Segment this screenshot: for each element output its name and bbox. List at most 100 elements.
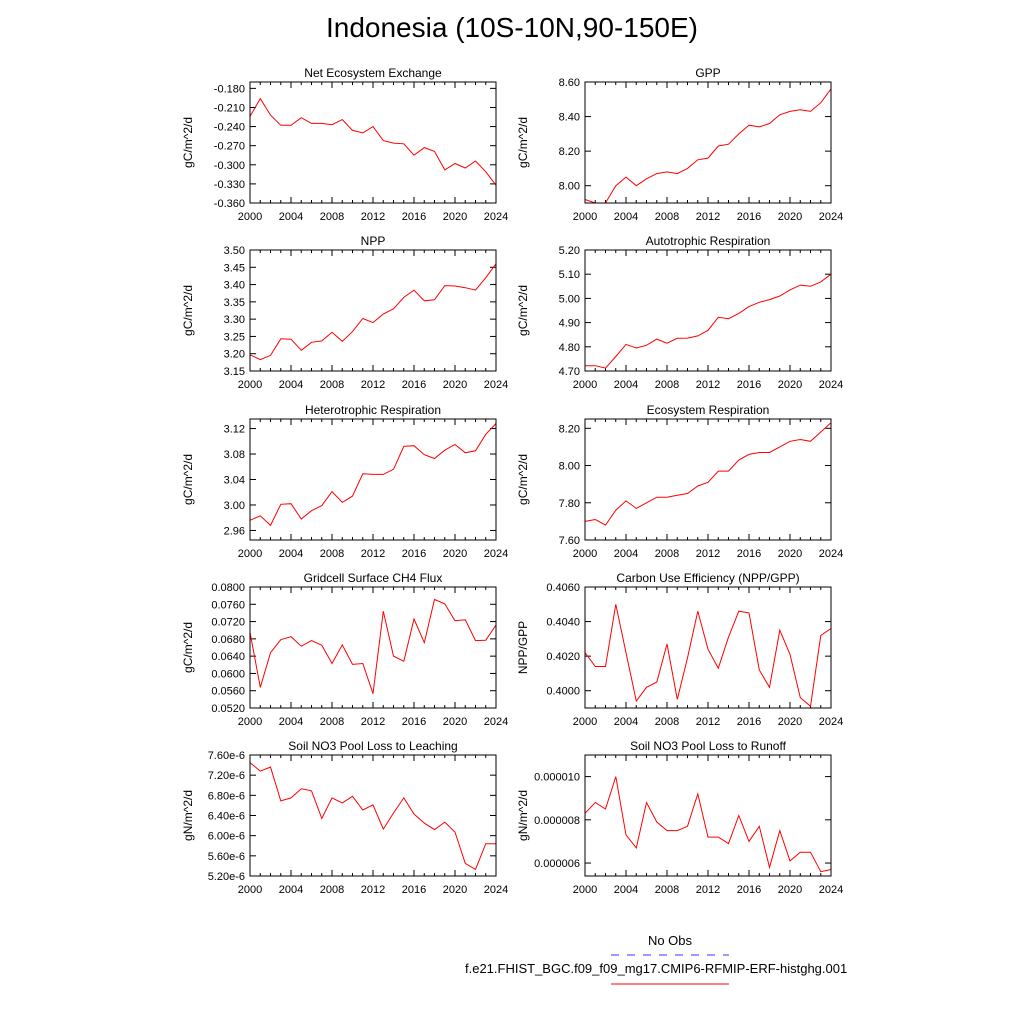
panel-9-ytick-label: 5.60e-6	[208, 851, 245, 863]
panel-5-ytick-label: 2.96	[224, 525, 245, 537]
panel-3-xtick-label: 2008	[320, 379, 344, 391]
panel-8-frame	[584, 586, 832, 709]
panel-4-ytick-label: 5.20	[559, 245, 580, 257]
panel-8-xtick-label: 2024	[819, 716, 843, 728]
panel-8-xtick-label: 2004	[614, 716, 638, 728]
panel-7-ytick-label: 0.0520	[211, 703, 245, 715]
panel-4-xtick-label: 2012	[696, 379, 720, 391]
panel-9-ytick-label: 7.60e-6	[208, 750, 245, 762]
panel-7-ytick-label: 0.0720	[211, 617, 245, 629]
panel-4-xtick-label: 2008	[655, 379, 679, 391]
panel-1-ytick-label: -0.240	[214, 122, 245, 134]
panel-5-ytick-label: 3.04	[224, 475, 245, 487]
panel-4-ytick-label: 5.00	[559, 293, 580, 305]
panel-6-ylabel: gC/m^2/d	[516, 454, 530, 505]
panel-2-xtick-label: 2008	[655, 211, 679, 223]
panel-7-xtick-label: 2004	[279, 716, 303, 728]
panel-5-title: Heterotrophic Respiration	[305, 403, 441, 417]
panel-7-xtick-label: 2020	[443, 716, 467, 728]
panel-5-xtick-label: 2020	[443, 548, 467, 560]
panel-1-series-line	[249, 97, 497, 186]
panel-2-xtick-label: 2020	[778, 211, 802, 223]
panel-2-xtick-label: 2000	[573, 211, 597, 223]
panel-5-xtick-label: 2000	[238, 548, 262, 560]
panel-5-xtick-label: 2024	[484, 548, 508, 560]
panel-3-xtick-label: 2000	[238, 379, 262, 391]
legend-run-label: f.e21.FHIST_BGC.f09_f09_mg17.CMIP6-RFMIP…	[465, 961, 848, 976]
panel-5-ylabel: gC/m^2/d	[181, 454, 195, 505]
panel-6-xtick-label: 2024	[819, 548, 843, 560]
panel-8-ytick-label: 0.4000	[546, 686, 580, 698]
panel-1-xtick-label: 2024	[484, 211, 508, 223]
panel-5-xtick-label: 2012	[361, 548, 385, 560]
panel-6-series-line	[584, 422, 832, 526]
panel-9-xtick-label: 2000	[238, 884, 262, 896]
panel-1-xtick-label: 2004	[279, 211, 303, 223]
panel-9-ytick-label: 7.20e-6	[208, 770, 245, 782]
panel-4-ylabel: gC/m^2/d	[516, 285, 530, 336]
panel-6-frame	[584, 418, 832, 541]
panel-4-series-line	[585, 273, 832, 369]
panel-8-xtick-label: 2020	[778, 716, 802, 728]
panel-3-xtick-label: 2016	[402, 379, 426, 391]
panel-6-ytick-label: 7.80	[559, 498, 580, 510]
figure-title: Indonesia (10S-10N,90-150E)	[325, 12, 698, 43]
panel-9-xtick-label: 2008	[320, 884, 344, 896]
panel-8-series-line	[584, 604, 832, 708]
panel-10-ytick-label: 0.000006	[534, 858, 580, 870]
panel-3-ytick-label: 3.35	[224, 297, 245, 309]
panel-9-series-line	[249, 762, 496, 871]
panel-1-ytick-label: -0.330	[214, 179, 245, 191]
panel-10-xtick-label: 2024	[819, 884, 843, 896]
panel-5-ytick-label: 3.00	[224, 500, 245, 512]
panel-8-ytick-label: 0.4020	[546, 651, 580, 663]
panel-5-frame	[249, 418, 497, 541]
panel-6-xtick-label: 2000	[573, 548, 597, 560]
panel-1-xtick-label: 2000	[238, 211, 262, 223]
panel-9-frame	[249, 754, 497, 877]
panel-3-ytick-label: 3.40	[224, 280, 245, 292]
panel-7-xtick-label: 2024	[484, 716, 508, 728]
panel-8-xtick-label: 2016	[737, 716, 761, 728]
panel-9-xtick-label: 2020	[443, 884, 467, 896]
panel-10-xtick-label: 2000	[573, 884, 597, 896]
panel-2-ytick-label: 8.00	[559, 181, 580, 193]
panel-6-ytick-label: 8.00	[559, 461, 580, 473]
panel-6-ytick-label: 7.60	[559, 535, 580, 547]
panel-7-title: Gridcell Surface CH4 Flux	[304, 571, 443, 585]
panel-3-xtick-label: 2012	[361, 379, 385, 391]
panel-1-frame	[249, 81, 497, 204]
legend-obs-label: No Obs	[647, 933, 693, 948]
panel-3-frame	[249, 249, 497, 372]
panel-1-ytick-label: -0.210	[214, 102, 245, 114]
panel-10-ylabel: gN/m^2/d	[516, 790, 530, 841]
panel-2-xtick-label: 2004	[614, 211, 638, 223]
panel-6-xtick-label: 2004	[614, 548, 638, 560]
panel-3-xtick-label: 2004	[279, 379, 303, 391]
panel-4-ytick-label: 4.80	[559, 342, 580, 354]
panel-3-ytick-label: 3.20	[224, 349, 245, 361]
panel-6-title: Ecosystem Respiration	[647, 403, 770, 417]
panel-10-ytick-label: 0.000008	[534, 815, 580, 827]
panel-3-ytick-label: 3.30	[224, 314, 245, 326]
panel-7-ytick-label: 0.0600	[211, 668, 245, 680]
panel-8-xtick-label: 2012	[696, 716, 720, 728]
panel-3-title: NPP	[361, 234, 386, 248]
panel-1-title: Net Ecosystem Exchange	[304, 66, 442, 80]
panel-4-xtick-label: 2024	[819, 379, 843, 391]
panel-4-frame	[584, 249, 832, 372]
panel-4-ytick-label: 4.70	[559, 366, 580, 378]
panel-2-xtick-label: 2024	[819, 211, 843, 223]
panel-9-ytick-label: 6.00e-6	[208, 831, 245, 843]
panel-2-ytick-label: 8.60	[559, 77, 580, 89]
panel-7-ylabel: gC/m^2/d	[181, 622, 195, 673]
panel-6-ytick-label: 8.20	[559, 423, 580, 435]
panel-3-xtick-label: 2024	[484, 379, 508, 391]
panel-4-xtick-label: 2020	[778, 379, 802, 391]
panel-5-ytick-label: 3.12	[224, 424, 245, 436]
panel-10-title: Soil NO3 Pool Loss to Runoff	[630, 739, 787, 753]
panel-7-ytick-label: 0.0800	[211, 582, 245, 594]
panel-7-xtick-label: 2008	[320, 716, 344, 728]
panel-4-xtick-label: 2004	[614, 379, 638, 391]
